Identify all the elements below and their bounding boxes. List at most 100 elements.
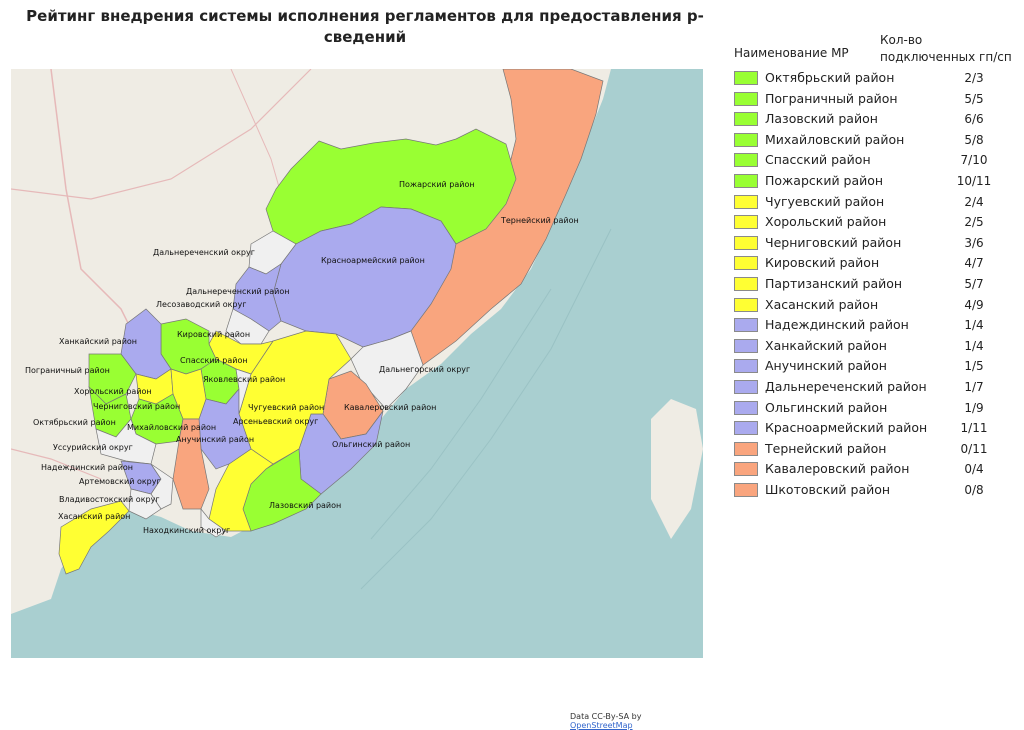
region-shkotovsky[interactable] [172, 418, 210, 510]
legend-count: 6/6 [964, 112, 984, 127]
legend-row: Анучинский район 1/5 [734, 358, 1004, 378]
legend-region-name: Черниговский район [765, 234, 902, 250]
legend-region-name: Хасанский район [765, 296, 879, 312]
legend-swatch [734, 112, 758, 127]
legend-swatch [734, 277, 758, 291]
legend-region-name: Пограничный район [765, 90, 898, 106]
osm-link[interactable]: OpenStreetMap [570, 721, 633, 730]
legend-region-name: Тернейский район [765, 440, 887, 456]
legend-count: 1/5 [964, 359, 984, 374]
legend-row: Хорольский район 2/5 [734, 214, 1004, 234]
map-label-vladivostoksky: Владивостокский округ [59, 495, 160, 504]
legend-count: 4/7 [964, 256, 984, 271]
legend-swatch [734, 421, 758, 436]
region-partizansky[interactable] [208, 448, 274, 532]
legend-swatch [734, 380, 758, 394]
map-label-yakovlevsky: Яковлевский район [203, 375, 285, 384]
map-label-arsenyevsky: Арсеньевский округ [233, 417, 318, 426]
sea-contour [370, 288, 552, 540]
legend-row: Лазовский район 6/6 [734, 111, 1004, 131]
legend-count: 1/11 [960, 421, 988, 436]
legend-region-name: Октябрьский район [765, 70, 895, 85]
legend-count: 4/9 [964, 297, 984, 312]
map-label-artemovsky: Артемовский округ [79, 477, 161, 486]
legend-row: Дальнереченский район 1/7 [734, 379, 1004, 399]
legend-count: 5/5 [964, 91, 984, 106]
legend-swatch [734, 462, 758, 477]
map-label-dalnegorsky: Дальнегорский округ [379, 365, 470, 374]
legend-swatch [734, 132, 758, 147]
legend-row: Пограничный район 5/5 [734, 91, 1004, 111]
legend-row: Шкотовский район 0/8 [734, 482, 1004, 502]
legend-count: 1/4 [964, 338, 984, 353]
map-panel[interactable]: Пожарский район Тернейский район Дальнер… [10, 68, 703, 730]
legend-row: Черниговский район 3/6 [734, 235, 1004, 255]
legend-swatch [734, 256, 758, 271]
sea-area [11, 69, 703, 658]
legend-swatch [734, 71, 758, 85]
legend-swatch [734, 400, 758, 415]
legend-row: Хасанский район 4/9 [734, 297, 1004, 317]
legend-region-name: Красноармейский район [765, 420, 928, 436]
sea-contour [360, 228, 612, 590]
legend-count: 5/7 [964, 277, 984, 291]
map-label-lesozavodsky: Лесозаводский округ [156, 300, 246, 309]
legend-swatch [734, 338, 758, 353]
legend-region-name: Хорольский район [765, 214, 887, 230]
legend-swatch [734, 235, 758, 250]
legend-row: Кировский район 4/7 [734, 255, 1004, 275]
legend-region-name: Кировский район [765, 255, 880, 271]
legend-swatch [734, 153, 758, 168]
legend-count: 7/10 [960, 153, 988, 168]
legend-count: 2/5 [964, 215, 984, 230]
map-attribution: Data CC-By-SA by OpenStreetMap [569, 712, 703, 730]
region-arsenyevsky[interactable] [235, 368, 252, 415]
legend-row: Партизанский район 5/7 [734, 276, 1004, 296]
region-vladivostoksky[interactable] [128, 488, 162, 520]
map-label-dalnerechensky-rayon: Дальнереченский район [186, 287, 290, 296]
legend-row: Надеждинский район 1/4 [734, 317, 1004, 337]
legend-region-name: Лазовский район [765, 111, 878, 127]
map-label-kavalerovsky: Кавалеровский район [344, 403, 436, 412]
legend-region-name: Дальнереченский район [765, 379, 927, 394]
legend-row: Пожарский район 10/11 [734, 173, 1004, 193]
map-label-chernigovsky: Черниговский район [93, 402, 180, 411]
legend-swatch [734, 483, 758, 497]
legend-count: 2/3 [964, 71, 984, 85]
legend-region-name: Анучинский район [765, 358, 887, 374]
legend-row: Чугуевский район 2/4 [734, 194, 1004, 214]
region-dalnerechensky[interactable] [232, 263, 282, 332]
map-label-olginsky: Ольгинский район [332, 440, 410, 449]
legend-region-name: Чугуевский район [765, 193, 885, 209]
legend-count: 0/4 [964, 462, 984, 477]
map-label-oktyabrsky: Октябрьский район [33, 418, 116, 427]
road [10, 68, 312, 200]
legend-swatch [734, 215, 758, 230]
legend-count: 1/9 [964, 400, 984, 415]
legend-count: 0/11 [960, 441, 988, 456]
legend-region-name: Партизанский район [765, 276, 903, 291]
legend-swatch [734, 91, 758, 106]
legend-row: Ханкайский район 1/4 [734, 338, 1004, 358]
legend-row: Михайловский район 5/8 [734, 132, 1004, 152]
legend-count: 2/4 [964, 194, 984, 209]
legend-region-name: Кавалеровский район [765, 461, 910, 477]
map-attribution-text: Data CC-By-SA by [570, 712, 642, 721]
region-ussuriysky[interactable] [95, 418, 157, 465]
region-nakhodkinsky[interactable] [200, 508, 227, 538]
map-label-lazovsky: Лазовский район [269, 501, 341, 510]
page-title: Рейтинг внедрения системы исполнения рег… [26, 7, 704, 46]
legend-count: 10/11 [956, 174, 992, 188]
legend-swatch [734, 174, 758, 188]
legend-row: Красноармейский район 1/11 [734, 420, 1004, 440]
map-label-anuchinsky: Анучинский район [176, 435, 254, 444]
legend-header-count-line2: подключенных гп/сп [880, 50, 1012, 64]
map-label-dalnerechensky-okrug: Дальнереченский округ [153, 248, 255, 257]
legend-region-name: Шкотовский район [765, 482, 891, 497]
map-label-mikhaylovsky: Михайловский район [127, 423, 216, 432]
region-khasansky[interactable] [58, 500, 130, 575]
map-svg: Пожарский район Тернейский район Дальнер… [10, 68, 703, 658]
legend-region-name: Ольгинский район [765, 399, 888, 415]
legend-region-name: Пожарский район [765, 173, 884, 188]
map-label-spassky: Спасский район [180, 356, 248, 365]
